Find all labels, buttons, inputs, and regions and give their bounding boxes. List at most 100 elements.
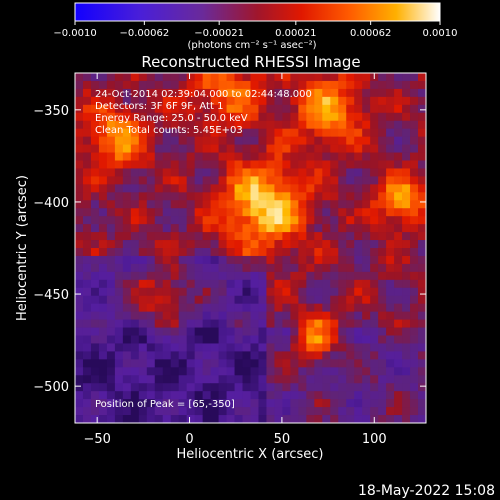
- heatmap-cell: [170, 184, 180, 193]
- plot-frame: [74, 72, 427, 424]
- heatmap-cell: [138, 271, 148, 281]
- heatmap-cell: [386, 80, 395, 90]
- heatmap-cell: [322, 295, 331, 305]
- heatmap-cell: [402, 271, 411, 281]
- heatmap-cell: [82, 73, 92, 82]
- heatmap-cell: [386, 327, 395, 336]
- heatmap-cell: [322, 343, 331, 352]
- heatmap-cell: [210, 136, 219, 145]
- heatmap-cell: [250, 136, 259, 145]
- heatmap-cell: [298, 343, 307, 352]
- heatmap-cell: [282, 88, 291, 98]
- heatmap-cell: [122, 303, 132, 313]
- heatmap-cell: [170, 287, 180, 297]
- heatmap-cell: [354, 327, 363, 336]
- heatmap-cell: [90, 343, 100, 352]
- heatmap-cell: [226, 184, 235, 193]
- heatmap-cell: [282, 255, 291, 265]
- heatmap-cell: [362, 200, 371, 209]
- heatmap-cell: [298, 287, 307, 297]
- heatmap-cell: [226, 208, 235, 217]
- heatmap-cell: [386, 295, 395, 305]
- heatmap-cell: [98, 136, 108, 145]
- heatmap-cell: [114, 160, 124, 169]
- heatmap-cell: [82, 120, 92, 130]
- heatmap-cell: [362, 73, 371, 82]
- heatmap-cell: [282, 200, 291, 209]
- heatmap-cell: [338, 407, 347, 416]
- heatmap-cell: [378, 311, 387, 320]
- heatmap-cell: [306, 240, 315, 249]
- heatmap-cell: [210, 415, 219, 423]
- colorbar-tick-label: −0.0010: [53, 28, 96, 39]
- heatmap-cell: [146, 271, 156, 281]
- heatmap-cell: [106, 351, 116, 360]
- heatmap-cell: [266, 407, 275, 416]
- heatmap-cell: [338, 192, 347, 201]
- heatmap-cell: [338, 303, 347, 313]
- heatmap-cell: [90, 279, 100, 289]
- heatmap-cell: [330, 192, 339, 201]
- heatmap-cell: [75, 96, 84, 106]
- heatmap-cell: [114, 224, 124, 233]
- heatmap-cell: [75, 136, 84, 145]
- heatmap-cell: [282, 367, 291, 376]
- heatmap-cell: [138, 255, 148, 265]
- heatmap-cell: [138, 279, 148, 289]
- heatmap-cell: [170, 73, 180, 82]
- heatmap-cell: [114, 152, 124, 161]
- heatmap-cell: [130, 224, 140, 233]
- heatmap-cell: [170, 271, 180, 281]
- heatmap-cell: [98, 399, 108, 408]
- heatmap-cell: [266, 248, 275, 257]
- heatmap-cell: [130, 271, 140, 281]
- heatmap-cell: [146, 415, 156, 423]
- heatmap-cell: [210, 255, 219, 265]
- heatmap-cell: [234, 80, 243, 90]
- heatmap-cell: [386, 176, 395, 185]
- heatmap-cell: [266, 160, 275, 169]
- heatmap-cell: [122, 208, 132, 217]
- heatmap-cell: [290, 248, 299, 257]
- heatmap-cell: [210, 367, 219, 376]
- heatmap-cell: [194, 96, 204, 106]
- heatmap-cell: [162, 112, 172, 122]
- heatmap-cell: [250, 248, 259, 257]
- heatmap-cell: [394, 73, 403, 82]
- heatmap-cell: [154, 375, 164, 384]
- heatmap-cell: [282, 168, 291, 177]
- heatmap-cell: [170, 407, 180, 416]
- heatmap-cell: [386, 232, 395, 241]
- heatmap-cell: [234, 335, 243, 344]
- heatmap-cell: [394, 104, 403, 114]
- heatmap-cell: [378, 327, 387, 336]
- heatmap-cell: [242, 208, 251, 217]
- heatmap-cell: [210, 112, 219, 122]
- heatmap-cell: [394, 407, 403, 416]
- heatmap-cell: [154, 216, 164, 225]
- heatmap-cell: [274, 391, 283, 400]
- heatmap-cell: [386, 168, 395, 177]
- heatmap-cell: [210, 327, 219, 336]
- heatmap-cell: [218, 176, 227, 185]
- heatmap-cell: [114, 327, 124, 336]
- heatmap-cell: [170, 359, 180, 368]
- heatmap-cell: [410, 144, 419, 153]
- heatmap-cell: [90, 112, 100, 122]
- heatmap-cell: [282, 359, 291, 368]
- heatmap-cell: [106, 255, 116, 265]
- heatmap-cell: [386, 407, 395, 416]
- heatmap-cell: [226, 343, 235, 352]
- heatmap-cell: [82, 160, 92, 169]
- heatmap-cell: [402, 407, 411, 416]
- heatmap-cell: [82, 136, 92, 145]
- heatmap-cell: [418, 160, 426, 169]
- heatmap-cell: [386, 248, 395, 257]
- heatmap-cell: [154, 359, 164, 368]
- heatmap-cell: [194, 168, 204, 177]
- heatmap-cell: [130, 112, 140, 122]
- heatmap-cell: [162, 391, 172, 400]
- heatmap-cell: [82, 391, 92, 400]
- heatmap-cell: [178, 343, 188, 352]
- heatmap-cell: [154, 208, 164, 217]
